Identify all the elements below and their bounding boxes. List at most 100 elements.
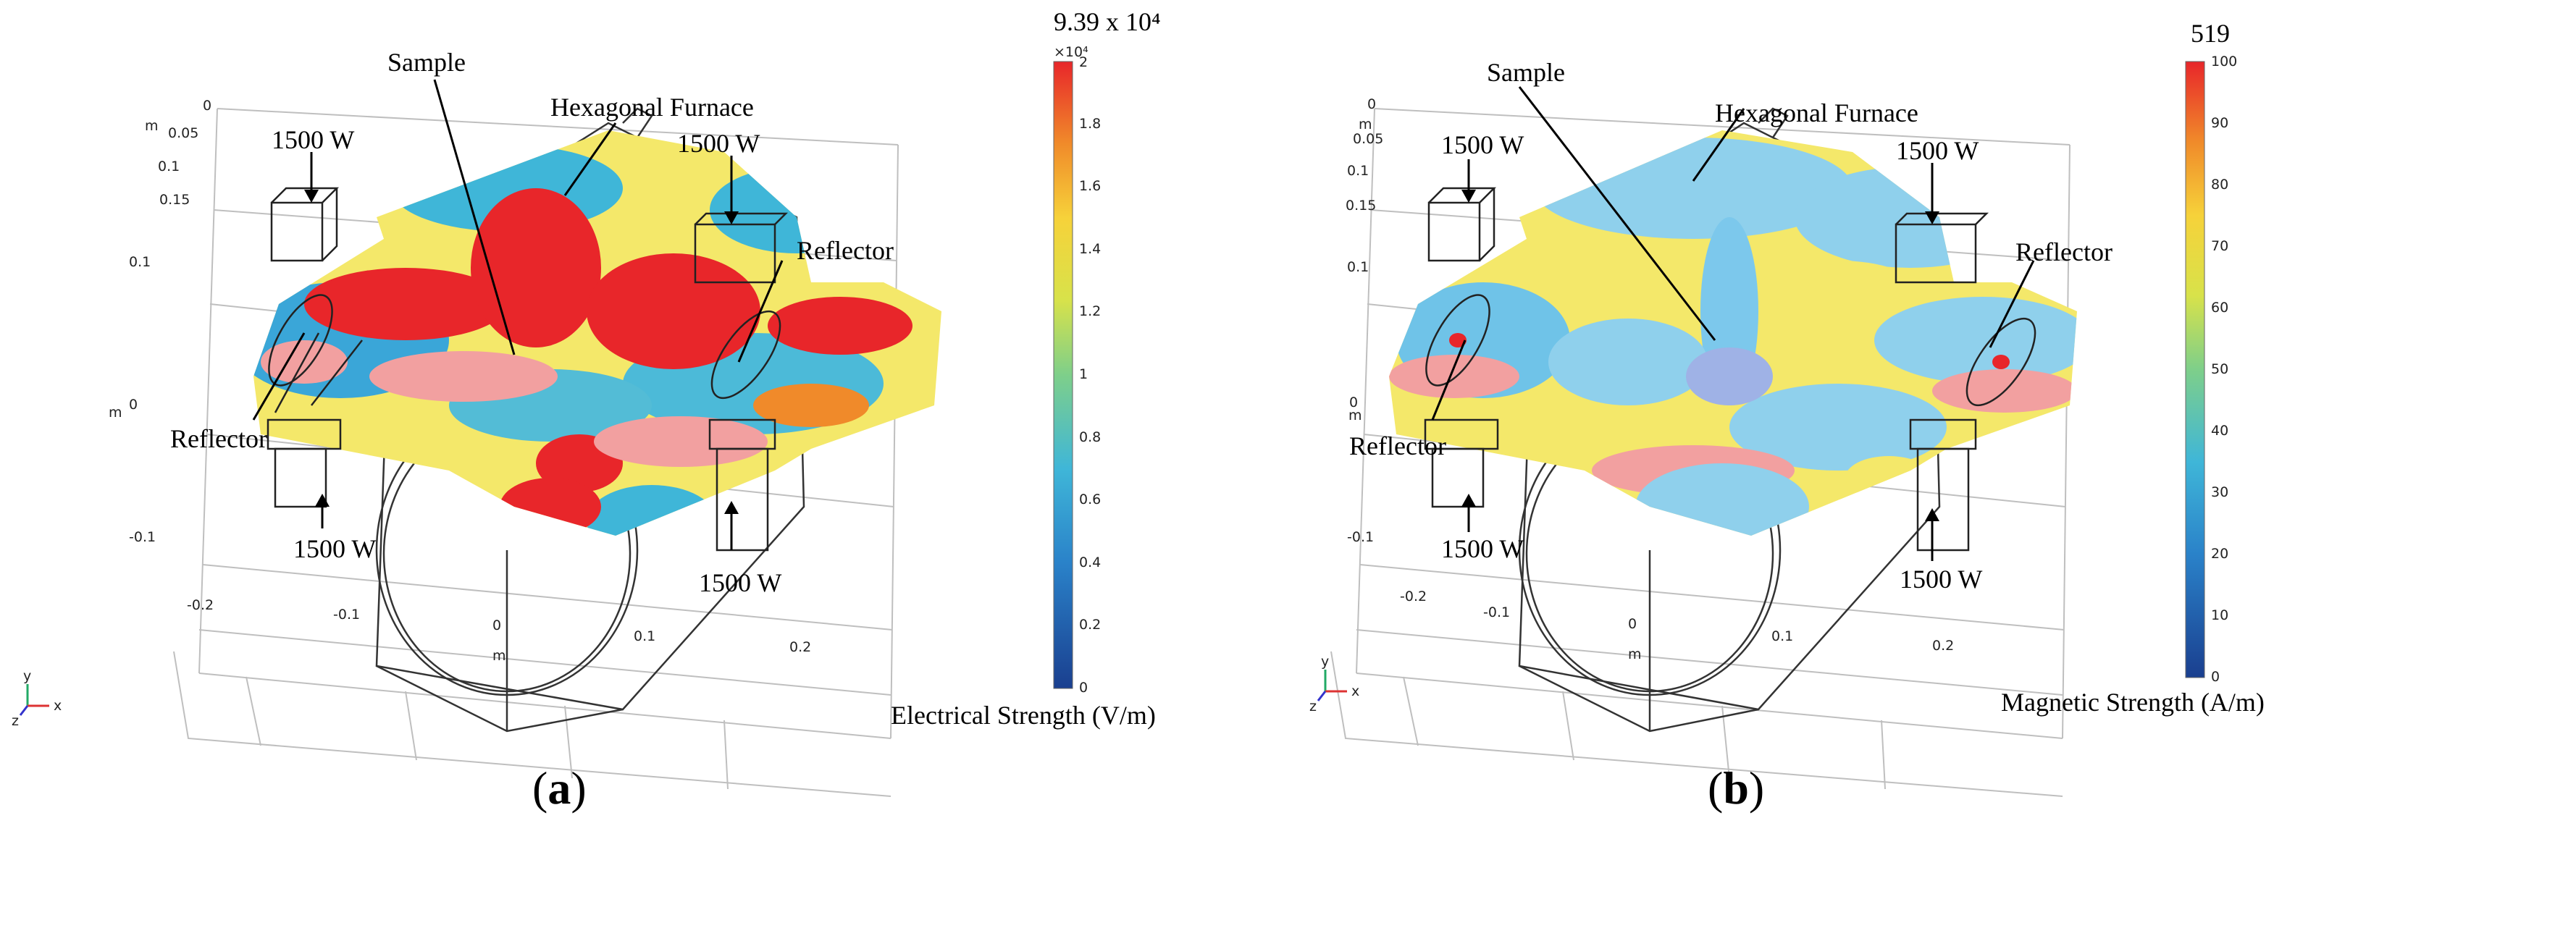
svg-text:0: 0 [203,98,211,114]
waveguides [267,187,789,552]
svg-text:20: 20 [2211,546,2228,562]
annotation-lines [252,79,784,550]
svg-text:x: x [1351,683,1359,699]
colorbar-ticks: 0 10 20 30 40 50 60 70 80 90 100 [2211,54,2237,685]
power-top-left-label: 1500 W [272,125,354,154]
svg-text:0.15: 0.15 [159,192,190,208]
power-bottom-right-label: 1500 W [699,568,781,597]
svg-text:0: 0 [1079,680,1088,696]
colorbar-title: Electrical Strength (V/m) [891,701,1156,730]
colorbar-magnetic: 519 0 10 20 30 40 50 60 70 80 90 100 Mag… [2001,19,2265,717]
svg-text:0.1: 0.1 [1347,163,1369,179]
svg-text:-0.2: -0.2 [187,597,214,613]
svg-text:0: 0 [1367,96,1376,112]
svg-text:m: m [1628,646,1642,662]
reflector-left-label: Reflector [1349,431,1446,460]
svg-text:70: 70 [2211,238,2228,254]
svg-text:0: 0 [1349,395,1358,410]
svg-text:×10⁴: ×10⁴ [1054,44,1088,60]
svg-text:0.15: 0.15 [1346,198,1376,214]
svg-text:50: 50 [2211,361,2228,377]
power-top-left-label: 1500 W [1441,130,1524,159]
colorbar-electrical: 9.39 x 10⁴ ×10⁴ 0 0.2 0.4 0.6 0.8 1 1.2 … [891,7,1161,730]
svg-text:0: 0 [1628,616,1637,632]
colorbar-ticks: 0 0.2 0.4 0.6 0.8 1 1.2 1.4 1.6 1.8 2 [1079,54,1101,696]
svg-text:0: 0 [492,617,501,633]
svg-text:0.2: 0.2 [789,639,811,655]
simulation-figure-a: Sample Hexagonal Furnace Reflector Refle… [12,7,1161,814]
svg-text:-0.1: -0.1 [1483,604,1510,620]
caption-a: (a) [532,762,587,814]
power-bottom-left-label: 1500 W [293,534,376,563]
svg-text:0.1: 0.1 [1347,259,1369,275]
reflector-right-label: Reflector [797,236,894,265]
svg-text:0.8: 0.8 [1079,429,1101,445]
colorbar-max-label: 9.39 x 10⁴ [1054,7,1161,36]
svg-text:0.1: 0.1 [129,254,151,270]
reflector-right-label: Reflector [2015,237,2113,266]
reflector-left-label: Reflector [170,424,267,453]
axes-grid [173,108,899,797]
svg-text:1.8: 1.8 [1079,116,1101,132]
colorbar-title: Magnetic Strength (A/m) [2001,688,2265,717]
power-bottom-right-label: 1500 W [1900,565,1982,594]
svg-text:0.2: 0.2 [1079,617,1101,633]
svg-text:0.05: 0.05 [1353,131,1383,147]
svg-text:m: m [109,405,122,421]
svg-text:10: 10 [2211,607,2228,623]
svg-text:-0.2: -0.2 [1400,589,1427,604]
svg-text:m: m [492,648,506,664]
svg-text:1.2: 1.2 [1079,303,1101,319]
electric-field-map [253,130,941,536]
svg-text:0: 0 [2211,669,2220,685]
z-axis-ticks: 0 0.05 0.1 0.15 m [145,98,211,208]
svg-text:40: 40 [2211,423,2228,439]
x-axis-ticks: -0.2 -0.1 0 0.1 0.2 m [1400,589,1954,662]
caption-b: (b) [1708,762,1764,814]
svg-text:z: z [12,713,19,729]
panel-a: Sample Hexagonal Furnace Reflector Refle… [12,7,1161,814]
svg-text:z: z [1309,699,1317,714]
sample-label: Sample [1487,58,1565,87]
svg-text:m: m [1348,408,1362,423]
y-axis-ticks: 0.1 0 -0.1 m [1347,259,1374,545]
svg-text:80: 80 [2211,177,2228,193]
svg-text:m: m [145,118,159,134]
sample-label: Sample [387,48,466,77]
power-bottom-left-label: 1500 W [1441,534,1524,563]
svg-text:0.05: 0.05 [168,125,198,141]
svg-text:-0.1: -0.1 [129,529,156,545]
svg-text:2: 2 [1079,54,1088,70]
y-axis-ticks: 0.1 0 -0.1 m [109,254,156,545]
furnace-label: Hexagonal Furnace [1715,98,1918,127]
svg-text:0.4: 0.4 [1079,555,1101,570]
power-top-right-label: 1500 W [1896,136,1979,165]
svg-text:90: 90 [2211,115,2228,131]
x-axis-ticks: -0.2 -0.1 0 0.1 0.2 m [187,597,811,664]
furnace-wireframe [375,107,805,733]
svg-text:-0.1: -0.1 [1347,529,1374,545]
svg-text:0.1: 0.1 [158,159,180,174]
svg-text:30: 30 [2211,484,2228,500]
svg-text:0: 0 [129,397,138,413]
coordinate-triad-icon: y x z [1309,654,1359,714]
svg-text:1: 1 [1079,366,1088,382]
svg-text:0.1: 0.1 [634,628,655,644]
svg-text:1.6: 1.6 [1079,178,1101,194]
coordinate-triad-icon: y x z [12,668,62,729]
svg-text:100: 100 [2211,54,2237,69]
arrowheads [304,190,739,514]
svg-text:y: y [23,668,31,684]
svg-text:-0.1: -0.1 [333,607,360,623]
svg-text:0.2: 0.2 [1932,638,1954,654]
svg-text:60: 60 [2211,300,2228,316]
svg-text:0.1: 0.1 [1771,628,1793,644]
panel-b: Sample Hexagonal Furnace Reflector Refle… [1288,0,2576,936]
waveguides [1424,187,2036,552]
annotation-lines [1431,86,2035,561]
svg-text:m: m [1359,117,1372,132]
colorbar-max-label: 519 [2191,19,2230,48]
z-axis-ticks: 0 0.05 0.1 0.15 m [1346,96,1383,214]
svg-text:1.4: 1.4 [1079,241,1101,257]
simulation-figure-b: Sample Hexagonal Furnace Reflector Refle… [1309,19,2265,814]
